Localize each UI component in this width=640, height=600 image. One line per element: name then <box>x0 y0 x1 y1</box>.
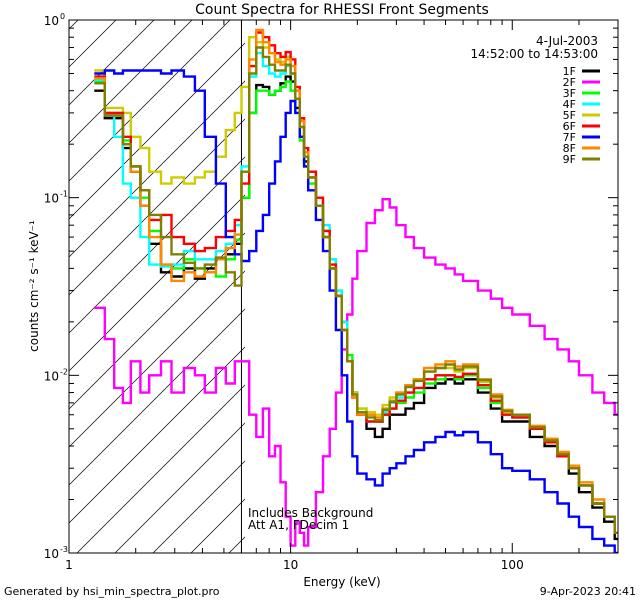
axis-ticks <box>68 19 619 554</box>
hatch-line <box>69 42 245 220</box>
annotation-attenuator: Att A1, FDecim 1 <box>248 518 349 532</box>
chart-title: Count Spectra for RHESSI Front Segments <box>195 2 489 18</box>
legend-label-1F: 1F <box>563 65 576 78</box>
x-tick-label: 10 <box>283 558 298 572</box>
legend-label-4F: 4F <box>563 98 576 111</box>
legend-label-8F: 8F <box>563 142 576 155</box>
x-axis-label: Energy (keV) <box>303 575 380 589</box>
hatch-line <box>69 346 245 524</box>
legend-label-6F: 6F <box>563 120 576 133</box>
hatch-line <box>69 20 79 30</box>
y-tick-label: 10 <box>44 369 59 383</box>
y-tick-exponent: -2 <box>60 367 68 376</box>
series-line-9F <box>94 46 618 534</box>
plot-frame <box>68 19 619 554</box>
hatch-line <box>69 118 245 296</box>
hatch-line <box>457 0 640 553</box>
hatch-line <box>69 156 245 334</box>
hatch-line <box>69 270 245 448</box>
footer-timestamp: 9-Apr-2023 20:41 <box>540 585 636 598</box>
time-range-label: 14:52:00 to 14:53:00 <box>471 47 598 61</box>
x-tick-label: 1 <box>65 558 73 572</box>
hatch-line <box>0 0 29 553</box>
legend-label-9F: 9F <box>563 153 576 166</box>
hatch-line <box>76 384 245 553</box>
y-axis-label: counts cm⁻² s⁻¹ keV⁻¹ <box>27 220 41 352</box>
footer-generator: Generated by hsi_min_spectra_plot.pro <box>4 585 220 598</box>
series-line-7F <box>94 69 618 553</box>
y-tick-exponent: -3 <box>60 545 68 554</box>
y-tick-exponent: 0 <box>60 12 65 21</box>
hatch-line <box>114 422 245 553</box>
y-tick-exponent: -1 <box>60 190 68 199</box>
legend-label-3F: 3F <box>563 87 576 100</box>
legend-label-7F: 7F <box>563 131 576 144</box>
y-tick-label: 10 <box>44 192 59 206</box>
annotation-includes-background: Includes Background <box>248 506 373 520</box>
y-tick-label: 10 <box>44 547 59 561</box>
hatch-line <box>69 308 245 486</box>
y-tick-label: 10 <box>44 14 59 28</box>
hatch-line <box>69 20 193 144</box>
hatch-line <box>69 20 155 106</box>
hatch-line <box>69 20 231 182</box>
hatch-line <box>69 80 245 258</box>
series-line-2F <box>94 198 618 547</box>
date-label: 4-Jul-2003 <box>536 34 598 48</box>
legend-label-2F: 2F <box>563 76 576 89</box>
x-tick-label: 100 <box>501 558 524 572</box>
hatch-line <box>381 0 640 553</box>
legend-label-5F: 5F <box>563 109 576 122</box>
series-layer <box>94 28 618 553</box>
